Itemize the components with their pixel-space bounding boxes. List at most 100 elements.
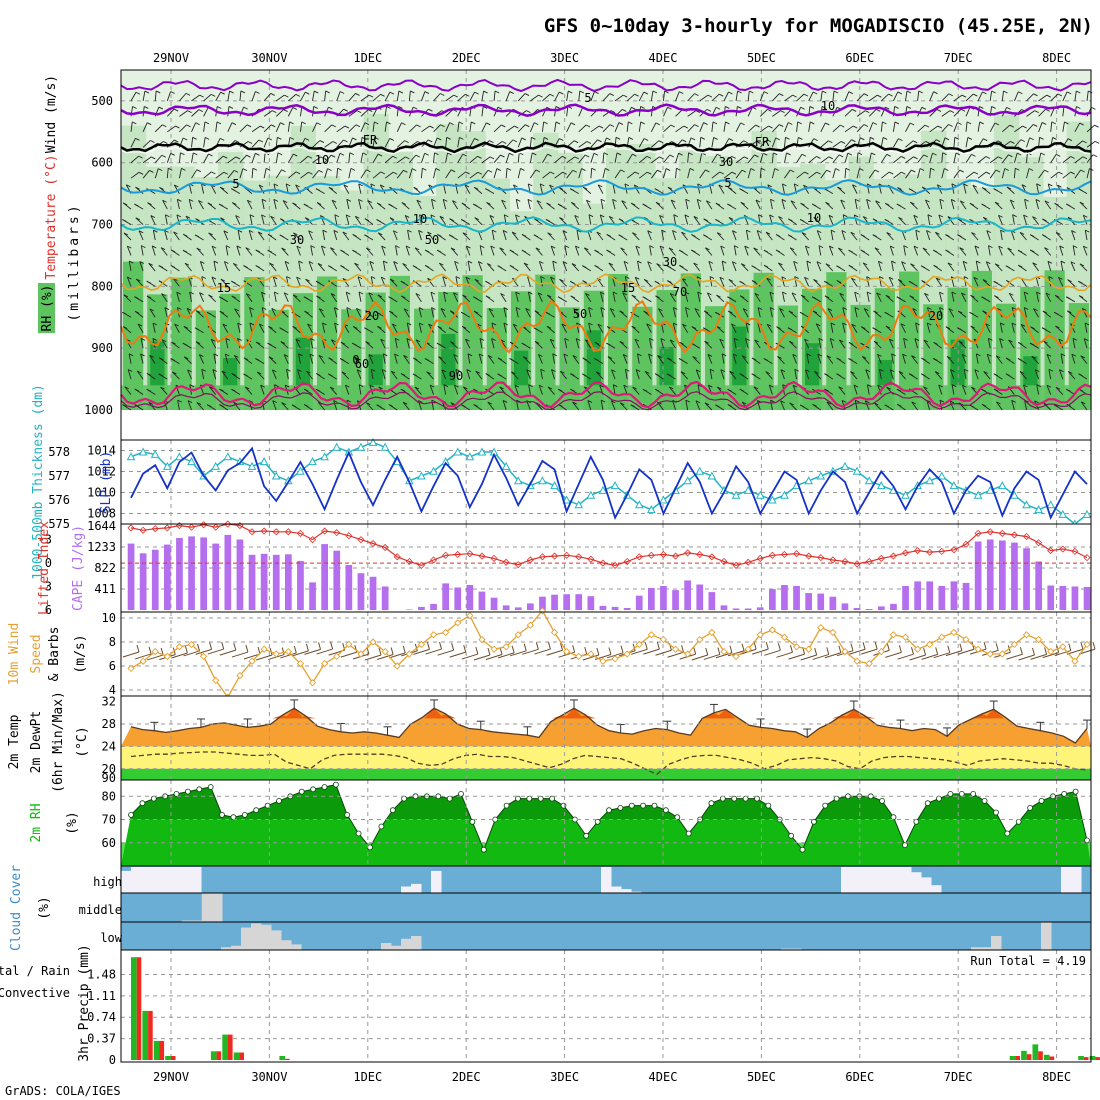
wind-barb-flag <box>220 278 226 282</box>
wind-barb <box>757 322 761 333</box>
wind-barb <box>469 138 475 148</box>
wind-barb <box>825 201 834 210</box>
wind-barb <box>191 94 200 102</box>
wind-barb <box>1045 292 1052 303</box>
thickness-point <box>695 466 705 475</box>
wind-barb-flag <box>208 294 213 298</box>
wind-barb-flag <box>552 260 557 264</box>
wind-barb <box>1080 401 1088 411</box>
wind-barb-flag <box>514 125 519 129</box>
wind-barb-flag <box>707 354 713 357</box>
wind-barb-flag <box>1033 308 1038 312</box>
wind-barb-flag <box>547 386 553 390</box>
cape-bar <box>599 605 607 610</box>
thickness-point <box>876 481 886 490</box>
wind-barb <box>273 291 277 302</box>
wind-barb-flag <box>988 337 993 341</box>
wind10-point <box>623 650 631 658</box>
wind-barb-flag <box>619 310 624 314</box>
rh-point <box>1027 805 1033 811</box>
wind-barb-flag <box>231 373 236 376</box>
wind10-point <box>320 659 329 668</box>
wind-barb <box>166 168 169 179</box>
wind-barb-flag <box>740 295 745 299</box>
wind10-barb-flag <box>184 645 188 654</box>
wind-barb <box>130 155 139 164</box>
wind-barb-flag <box>199 292 204 296</box>
precip-total-bar <box>1009 1056 1016 1060</box>
wind-barb-flag <box>329 386 335 390</box>
wind-barb-flag <box>949 400 955 404</box>
wind-barb <box>275 109 284 117</box>
wind-barb-flag <box>509 91 514 94</box>
wind-barb-flag <box>886 232 891 235</box>
wind-barb <box>735 90 739 101</box>
upper-air-rh-shading <box>121 70 1092 440</box>
wind-barb <box>796 121 799 132</box>
wind-barb <box>905 156 914 164</box>
wind-barb <box>699 94 709 102</box>
cloud-bar-high <box>871 867 882 893</box>
cape-bar <box>260 553 268 610</box>
wind-barb-flag <box>208 153 213 157</box>
wind-barb-flag <box>455 276 461 279</box>
wind-barb-flag <box>206 311 212 315</box>
wind-barb-flag <box>728 138 734 141</box>
wind-barb-flag <box>1070 261 1076 265</box>
rh-point <box>276 798 282 804</box>
wind-barb <box>535 247 543 256</box>
cape-bar <box>212 543 220 610</box>
wind-barb-flag <box>894 121 900 125</box>
wind10-point <box>163 652 171 661</box>
li-point <box>635 553 643 561</box>
wind-barb <box>941 124 949 133</box>
wind-barb-flag <box>664 90 669 94</box>
wind-barb-flag <box>309 353 315 357</box>
cape-bar <box>333 550 341 610</box>
wind-barb <box>578 124 587 133</box>
li-point <box>1010 531 1018 539</box>
wind-barb-flag <box>659 245 665 249</box>
wind10-point <box>417 640 426 649</box>
wind-barb-flag <box>349 152 355 156</box>
wind-barb <box>431 307 434 318</box>
wind-barb-flag <box>503 230 508 233</box>
wind-barb-flag <box>364 218 370 222</box>
wind-barb <box>716 232 725 241</box>
wind10-point <box>986 650 994 658</box>
wind-barb <box>418 230 422 241</box>
wind-barb-flag <box>854 198 860 202</box>
wind-barb <box>324 141 334 148</box>
wind-barb <box>298 353 301 364</box>
wind-barb-flag <box>170 265 176 268</box>
wind-barb <box>381 369 386 380</box>
wind10-barb <box>147 654 164 661</box>
rh-point <box>981 798 988 804</box>
wind-barb-flag <box>800 294 806 298</box>
wind-barb-flag <box>355 215 360 219</box>
wind-barb-flag <box>330 154 336 158</box>
rh-point <box>674 814 681 821</box>
wind-barb <box>554 155 563 164</box>
wind-barb <box>893 156 902 164</box>
wind-barb-flag <box>779 93 784 97</box>
wind-barb <box>333 230 338 241</box>
wind-barb <box>663 168 667 179</box>
wind-barb-flag <box>908 373 914 377</box>
wind-barb <box>292 294 301 303</box>
wind-barb-flag <box>340 265 345 268</box>
li-point <box>732 561 740 570</box>
cloud-bar-low <box>411 936 422 950</box>
wind-barb <box>149 355 156 364</box>
wind10-barb-flag <box>305 643 309 652</box>
wind-barb-flag <box>582 373 587 377</box>
wind-barb-flag <box>1008 339 1013 343</box>
wind-barb-flag <box>185 215 191 219</box>
wind-barb-flag <box>570 295 575 299</box>
wind-barb-flag <box>366 402 371 406</box>
wind-barb <box>142 170 150 179</box>
wind-barb <box>377 294 386 303</box>
wind-barb <box>897 279 906 287</box>
wind-barb <box>672 307 676 318</box>
wind-barb-flag <box>582 265 587 269</box>
